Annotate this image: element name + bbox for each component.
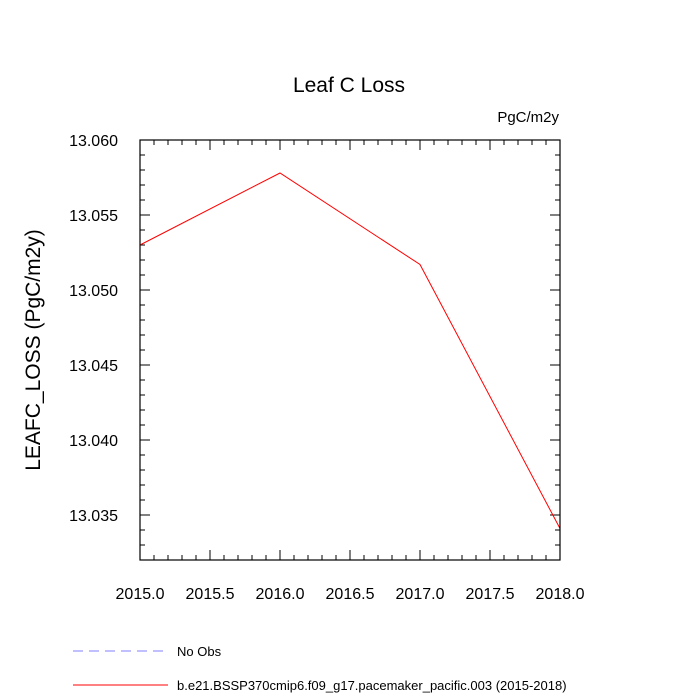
- units-label: PgC/m2y: [497, 109, 559, 126]
- plot-series: [139, 172, 561, 529]
- legend-label-1: b.e21.BSSP370cmip6.f09_g17.pacemaker_pac…: [177, 678, 567, 693]
- axis-tick-labels: 2015.0 2015.5 2016.0 2016.5 2017.0 2017.5 2018…: [69, 133, 585, 603]
- chart-title: Leaf C Loss: [293, 74, 405, 97]
- x-tick-label: 2016.0: [256, 586, 305, 603]
- x-tick-label: 2018.0: [536, 586, 585, 603]
- y-tick-label: 13.045: [69, 358, 118, 375]
- x-tick-label: 2017.0: [396, 586, 445, 603]
- series-line-1: [139, 172, 561, 529]
- y-tick-label: 13.060: [69, 133, 118, 150]
- axis-ticks: [139, 139, 561, 561]
- y-tick-label: 13.050: [69, 283, 118, 300]
- legend: No Obs b.e21.BSSP370cmip6.f09_g17.pacemak…: [73, 644, 567, 693]
- x-tick-label: 2016.5: [326, 586, 375, 603]
- x-tick-label: 2015.5: [186, 586, 235, 603]
- y-tick-label: 13.055: [69, 208, 118, 225]
- legend-label-0: No Obs: [177, 644, 222, 659]
- y-axis-label: LEAFC_LOSS (PgC/m2y): [22, 229, 45, 471]
- x-tick-label: 2015.0: [116, 586, 165, 603]
- y-tick-label: 13.035: [69, 508, 118, 525]
- x-tick-label: 2017.5: [466, 586, 515, 603]
- plot-frame: [139, 139, 561, 561]
- y-tick-label: 13.040: [69, 433, 118, 450]
